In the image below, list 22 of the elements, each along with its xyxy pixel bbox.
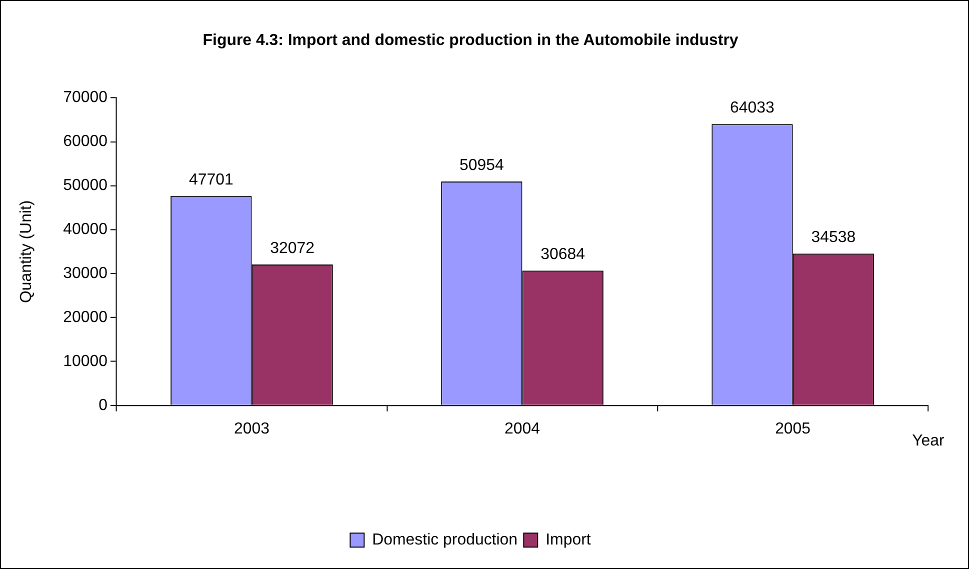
y-tick-label: 10000 (63, 352, 108, 370)
data-label: 64033 (730, 100, 775, 117)
x-tick-label: 2005 (775, 420, 811, 438)
data-label: 34538 (811, 229, 856, 246)
data-label: 50954 (460, 156, 504, 174)
y-tick-label: 40000 (63, 221, 108, 238)
y-tick-label: 60000 (63, 133, 108, 150)
y-tick-label: 70000 (63, 89, 108, 106)
x-tick-label: 2003 (234, 420, 270, 438)
legend-label: Import (546, 532, 592, 548)
y-tick-label: 30000 (63, 264, 108, 282)
data-label: 30684 (540, 246, 586, 264)
y-axis-title: Quantity (Unit) (18, 200, 35, 303)
y-tick-label: 0 (98, 396, 108, 414)
y-tick-label: 20000 (63, 308, 108, 326)
x-tick-label: 2004 (504, 420, 540, 438)
y-tick-label: 50000 (63, 177, 108, 194)
x-axis-title: Year (912, 432, 946, 450)
legend-label: Domestic production (372, 532, 518, 548)
chart-title: Figure 4.3: Import and domestic production in the Automobile industry (202, 32, 738, 49)
data-label: 32072 (270, 240, 315, 257)
data-label: 47701 (188, 171, 234, 188)
